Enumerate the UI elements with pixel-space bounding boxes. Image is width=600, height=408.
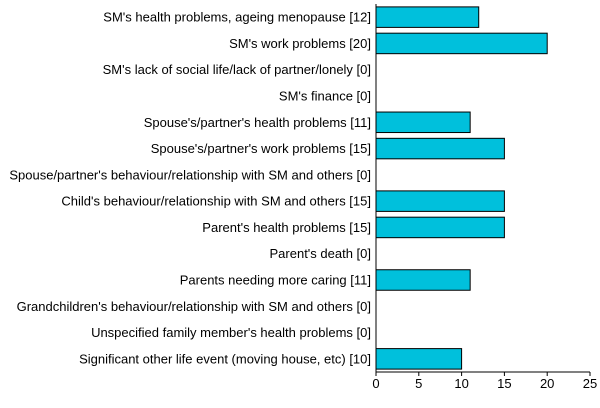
category-label: Spouse's/partner's work problems [15] [151, 141, 371, 156]
bar [376, 112, 470, 133]
category-label: SM's health problems, ageing menopause [… [103, 10, 371, 25]
category-label: Grandchildren's behaviour/relationship w… [17, 299, 371, 314]
category-label: Parent's health problems [15] [202, 220, 371, 235]
category-label: SM's work problems [20] [229, 36, 371, 51]
x-axis-ticks: 0 5 10 15 20 25 [372, 372, 597, 391]
category-label: Parents needing more caring [11] [180, 273, 371, 288]
category-label: Spouse's/partner's health problems [11] [144, 115, 371, 130]
bar [376, 270, 470, 291]
x-tick-label: 25 [583, 376, 597, 391]
bar [376, 191, 504, 212]
bar [376, 7, 479, 28]
bar [376, 138, 504, 159]
x-tick-label: 10 [454, 376, 468, 391]
x-tick-label: 5 [415, 376, 422, 391]
bars-layer [376, 7, 547, 369]
bar [376, 33, 547, 54]
category-labels: SM's health problems, ageing menopause [… [9, 10, 371, 367]
x-tick-label: 15 [497, 376, 511, 391]
bar [376, 349, 462, 370]
category-label: Spouse/partner's behaviour/relationship … [9, 167, 371, 182]
bar [376, 217, 504, 238]
category-label: SM's finance [0] [279, 89, 371, 104]
x-tick-label: 20 [540, 376, 554, 391]
x-tick-label: 0 [372, 376, 379, 391]
category-label: Significant other life event (moving hou… [79, 351, 371, 366]
category-label: Unspecified family member's health probl… [91, 325, 371, 340]
category-label: Child's behaviour/relationship with SM a… [61, 194, 371, 209]
category-label: SM's lack of social life/lack of partner… [103, 62, 371, 77]
category-label: Parent's death [0] [270, 246, 372, 261]
